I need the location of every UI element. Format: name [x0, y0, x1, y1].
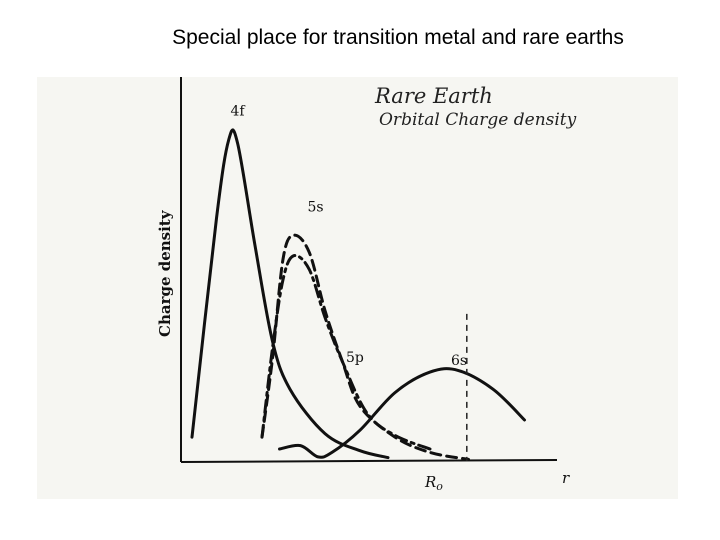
- label-layer: 4f 5s 5p 6s: [231, 104, 468, 370]
- annotation-line-2: Orbital Charge density: [379, 110, 577, 130]
- series-label-5s: 5s: [308, 199, 324, 215]
- series-line-4f: [190, 128, 390, 460]
- marker-label: Ro: [424, 473, 443, 493]
- series-label-5p: 5p: [346, 350, 364, 366]
- series-line-6s: [278, 367, 526, 459]
- x-axis-line: [180, 459, 558, 463]
- series-line-5p: [260, 253, 432, 451]
- axes: [180, 77, 558, 463]
- series-layer: [190, 128, 526, 461]
- slide-title: Special place for transition metal and r…: [172, 26, 624, 49]
- charge-density-chart: 4f 5s 5p 6s Rare Earth Orbital Charge densi…: [156, 77, 577, 493]
- chart-image-frame: 4f 5s 5p 6s Rare Earth Orbital Charge densi…: [37, 77, 678, 499]
- series-label-4f: 4f: [231, 104, 247, 120]
- annotation-line-1: Rare Earth: [374, 84, 493, 108]
- x-axis-label: r: [562, 469, 570, 487]
- marker-label-subscript: o: [436, 480, 443, 493]
- marker-label-main: R: [424, 473, 436, 491]
- series-label-6s: 6s: [451, 353, 467, 369]
- y-axis-label: Charge density: [156, 209, 174, 337]
